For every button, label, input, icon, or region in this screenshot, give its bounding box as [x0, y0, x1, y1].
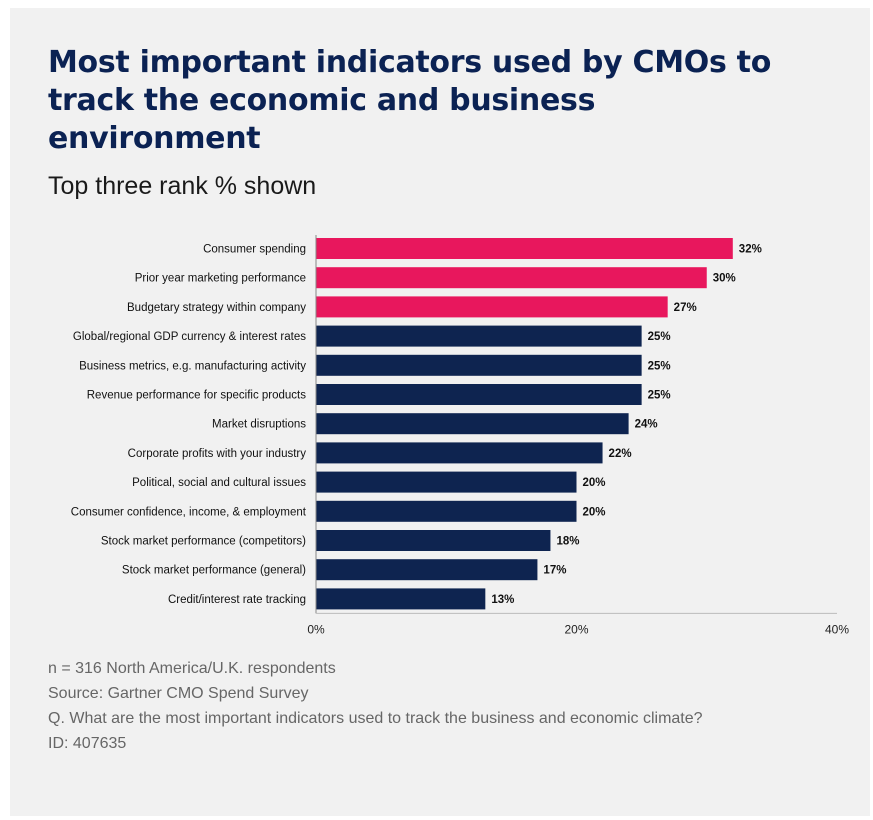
bar	[316, 500, 577, 522]
data-label: 32%	[739, 244, 762, 256]
chart-title: Most important indicators used by CMOs t…	[48, 45, 772, 156]
category-label: Global/regional GDP currency & interest …	[73, 331, 306, 343]
data-label: 22%	[609, 448, 632, 460]
bar	[316, 471, 577, 493]
question-note: Q. What are the most important indicator…	[48, 710, 703, 727]
category-label: Corporate profits with your industry	[128, 448, 307, 460]
data-label: 25%	[648, 390, 671, 402]
data-label: 18%	[556, 536, 579, 548]
category-label: Stock market performance (general)	[122, 565, 306, 577]
category-label: Political, social and cultural issues	[132, 477, 306, 489]
x-tick-label: 40%	[825, 622, 849, 636]
category-label: Consumer spending	[203, 244, 306, 256]
chart-subtitle: Top three rank % shown	[48, 172, 317, 200]
x-tick-label: 20%	[564, 622, 588, 636]
bar	[316, 384, 642, 405]
bar	[316, 354, 642, 376]
data-label: 20%	[583, 506, 606, 518]
data-label: 13%	[491, 594, 514, 606]
bar	[316, 238, 733, 259]
bar	[316, 530, 551, 551]
bar	[316, 442, 603, 464]
category-label: Revenue performance for specific product…	[87, 390, 306, 402]
bar	[316, 296, 668, 318]
data-label: 27%	[674, 302, 697, 314]
data-label: 20%	[583, 477, 606, 489]
bar	[316, 325, 642, 347]
category-label: Consumer confidence, income, & employmen…	[71, 506, 307, 518]
id-note: ID: 407635	[48, 735, 127, 752]
data-label: 17%	[543, 565, 566, 577]
category-label: Market disruptions	[212, 419, 306, 431]
category-label: Prior year marketing performance	[135, 273, 306, 285]
sample-note: n = 316 North America/U.K. respondents	[48, 660, 336, 677]
category-label: Credit/interest rate tracking	[168, 594, 306, 606]
data-label: 30%	[713, 273, 736, 285]
bar-chart: Consumer spending 32% Prior year marketing…	[71, 235, 849, 636]
chart-notes: n = 316 North America/U.K. respondents S…	[48, 656, 748, 756]
data-label: 24%	[635, 419, 658, 431]
chart-card	[10, 8, 870, 816]
bar	[316, 267, 707, 289]
x-tick-label: 0%	[307, 622, 325, 636]
bar	[316, 559, 538, 581]
bar	[316, 588, 486, 610]
data-label: 25%	[648, 360, 671, 372]
bar	[316, 413, 629, 435]
category-label: Stock market performance (competitors)	[101, 536, 306, 548]
source-note: Source: Gartner CMO Spend Survey	[48, 685, 309, 702]
category-label: Budgetary strategy within company	[127, 302, 306, 314]
data-label: 25%	[648, 331, 671, 343]
category-label: Business metrics, e.g. manufacturing act…	[79, 360, 306, 372]
